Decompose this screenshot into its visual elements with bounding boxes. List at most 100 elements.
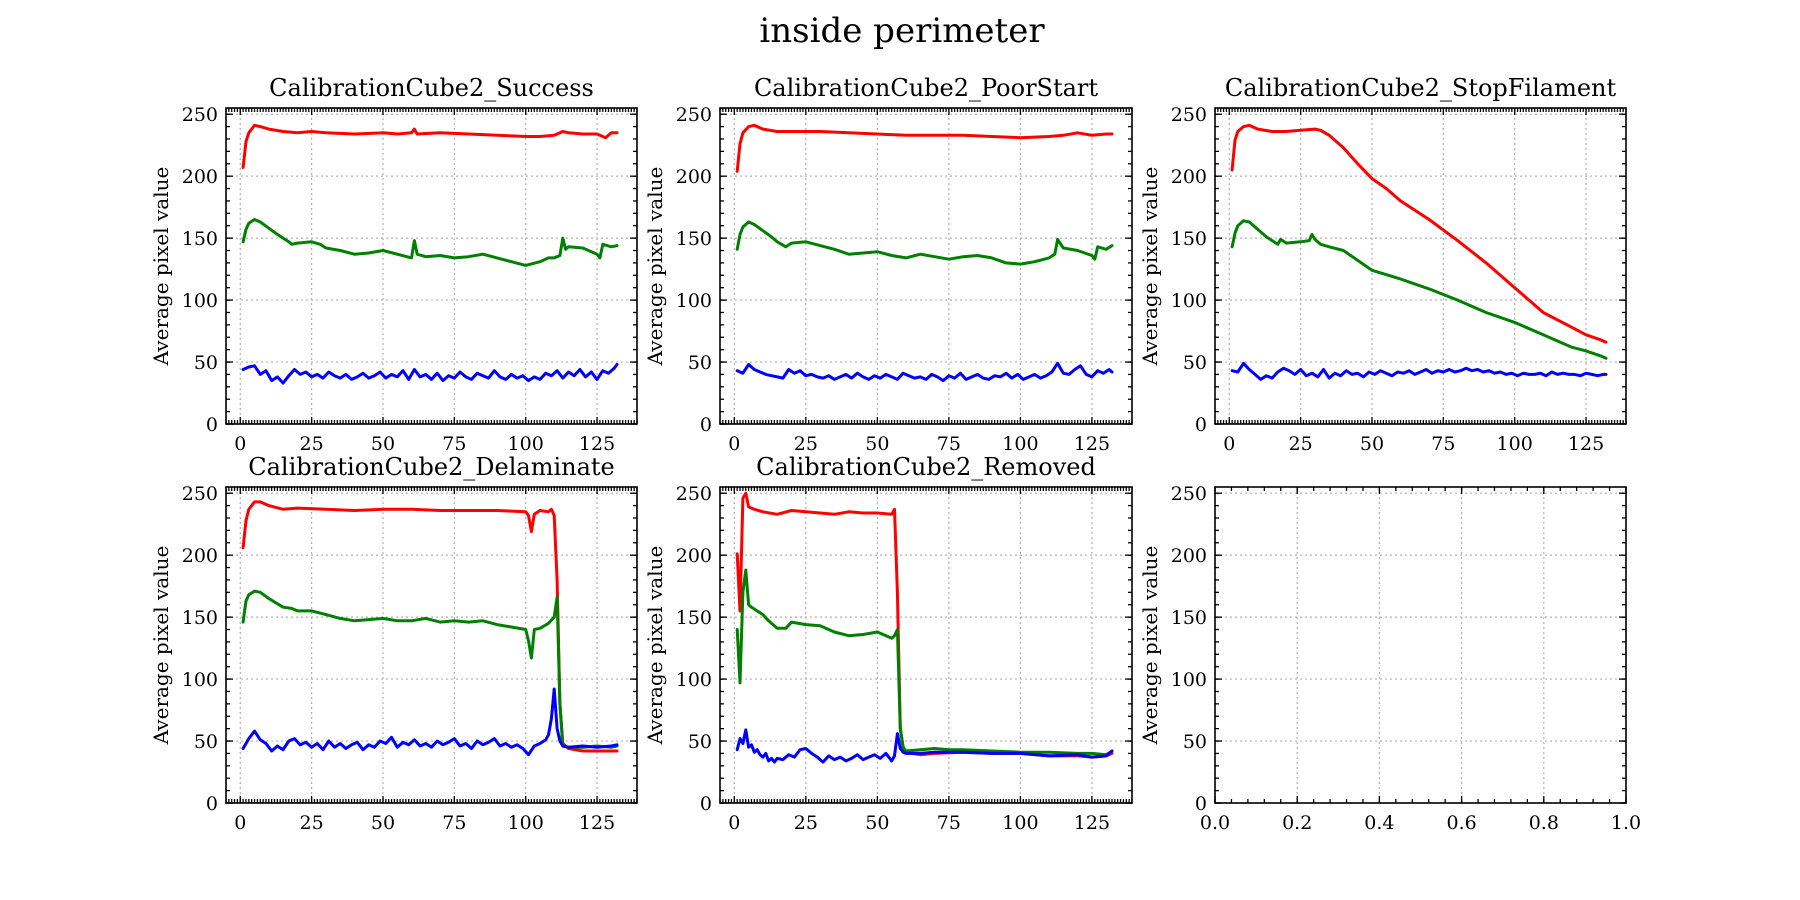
y-tick-label: 200 (1171, 166, 1207, 188)
x-tick-label: 100 (1002, 812, 1038, 834)
x-tick-label: 75 (937, 433, 961, 455)
series-line-green (241, 218, 619, 267)
y-axis-label: Average pixel value (643, 546, 667, 746)
x-tick-label: 25 (300, 433, 324, 455)
y-tick-label: 0 (700, 414, 712, 436)
y-tick-label: 250 (1171, 104, 1207, 126)
x-tick-label: 25 (300, 812, 324, 834)
x-tick-label: 125 (1074, 433, 1110, 455)
x-tick-label: 100 (508, 812, 544, 834)
x-tick-label: 1.0 (1611, 812, 1641, 834)
y-axis-label: Average pixel value (1138, 167, 1162, 367)
x-tick-label: 100 (1497, 433, 1533, 455)
y-tick-label: 50 (688, 352, 712, 374)
subplot-4: 0 25 50 75 100 125 0 50 100 150 200 250 CalibrationC… (149, 453, 638, 834)
subplot-1: 0 25 50 75 100 125 0 50 100 150 200 250 CalibrationC… (149, 74, 638, 455)
y-tick-label: 250 (676, 104, 712, 126)
y-tick-label: 50 (194, 731, 218, 753)
y-tick-label: 150 (1171, 228, 1207, 250)
y-tick-label: 200 (182, 545, 218, 567)
y-tick-label: 150 (182, 607, 218, 629)
y-tick-label: 250 (182, 483, 218, 505)
x-tick-label: 0 (234, 433, 246, 455)
x-tick-label: 100 (1002, 433, 1038, 455)
y-tick-label: 150 (1171, 607, 1207, 629)
x-tick-label: 125 (1568, 433, 1604, 455)
y-axis-label: Average pixel value (149, 167, 173, 367)
y-tick-label: 200 (1171, 545, 1207, 567)
y-tick-label: 150 (676, 228, 712, 250)
subplot-title: CalibrationCube2_Removed (756, 453, 1096, 481)
x-tick-label: 50 (865, 433, 889, 455)
y-tick-label: 50 (194, 352, 218, 374)
x-tick-label: 50 (865, 812, 889, 834)
series-line-blue (735, 728, 1114, 764)
subplot-title: CalibrationCube2_StopFilament (1225, 74, 1617, 102)
y-tick-label: 200 (676, 545, 712, 567)
x-tick-label: 75 (442, 433, 466, 455)
x-tick-label: 0.6 (1446, 812, 1476, 834)
y-tick-label: 100 (676, 290, 712, 312)
x-tick-label: 0 (728, 812, 740, 834)
subplot-2: 0 25 50 75 100 125 0 50 100 150 200 250 CalibrationC… (643, 74, 1133, 455)
y-axis-label: Average pixel value (643, 167, 667, 367)
x-tick-label: 75 (937, 812, 961, 834)
y-axis-label: Average pixel value (149, 546, 173, 746)
x-tick-label: 25 (794, 433, 818, 455)
series-line-red (1230, 123, 1608, 344)
y-tick-label: 0 (206, 414, 218, 436)
y-tick-label: 50 (1183, 731, 1207, 753)
y-tick-label: 0 (1195, 414, 1207, 436)
subplot-title: CalibrationCube2_PoorStart (754, 74, 1098, 102)
series-line-green (735, 220, 1114, 266)
x-tick-label: 125 (579, 812, 615, 834)
x-tick-label: 50 (1360, 433, 1384, 455)
y-tick-label: 50 (1183, 352, 1207, 374)
subplot-title: CalibrationCube2_Delaminate (248, 453, 615, 481)
subplot-title: CalibrationCube2_Success (269, 74, 594, 102)
x-tick-label: 0.8 (1529, 812, 1559, 834)
x-tick-label: 50 (371, 433, 395, 455)
y-tick-label: 250 (1171, 483, 1207, 505)
x-tick-label: 0.4 (1364, 812, 1394, 834)
series-line-red (735, 123, 1114, 173)
y-tick-label: 250 (182, 104, 218, 126)
x-tick-label: 0 (1223, 433, 1235, 455)
subplot-3: 0 25 50 75 100 125 0 50 100 150 200 250 CalibrationC… (1138, 74, 1627, 455)
x-tick-label: 25 (1289, 433, 1313, 455)
subplot-6: 0.0 0.2 0.4 0.6 0.8 1.0 0 50 100 150 200 250 Average… (1138, 483, 1641, 834)
x-tick-label: 0.0 (1200, 812, 1230, 834)
x-tick-label: 0 (728, 433, 740, 455)
x-tick-label: 125 (579, 433, 615, 455)
series-line-green (735, 568, 1114, 757)
x-tick-label: 75 (1431, 433, 1455, 455)
x-tick-label: 125 (1074, 812, 1110, 834)
x-tick-label: 0.2 (1282, 812, 1312, 834)
series-line-blue (1230, 361, 1608, 381)
figure-title: inside perimeter (759, 11, 1045, 51)
series-line-green (1230, 219, 1608, 360)
x-tick-label: 0 (234, 812, 246, 834)
y-tick-label: 0 (700, 793, 712, 815)
series-line-blue (735, 361, 1114, 383)
series-line-blue (241, 363, 619, 385)
y-tick-label: 100 (182, 669, 218, 691)
y-axis-label: Average pixel value (1138, 546, 1162, 746)
series-line-red (241, 123, 619, 169)
x-tick-label: 75 (442, 812, 466, 834)
x-tick-label: 25 (794, 812, 818, 834)
subplot-5: 0 25 50 75 100 125 0 50 100 150 200 250 CalibrationC… (643, 453, 1133, 834)
y-tick-label: 100 (1171, 669, 1207, 691)
y-tick-label: 200 (182, 166, 218, 188)
y-tick-label: 150 (182, 228, 218, 250)
y-tick-label: 100 (676, 669, 712, 691)
plot-frame (1214, 486, 1627, 804)
y-tick-label: 100 (1171, 290, 1207, 312)
y-tick-label: 0 (206, 793, 218, 815)
x-tick-label: 50 (371, 812, 395, 834)
series-line-blue (241, 687, 619, 757)
y-tick-label: 0 (1195, 793, 1207, 815)
y-tick-label: 250 (676, 483, 712, 505)
series-line-green (241, 589, 619, 749)
